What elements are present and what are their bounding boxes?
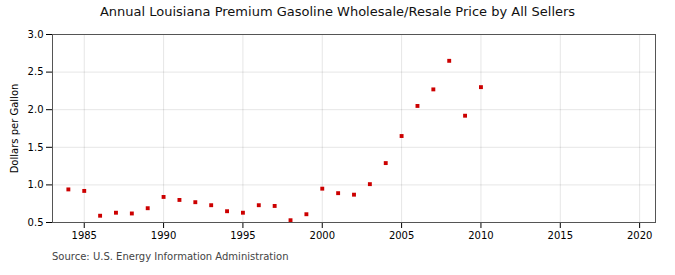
svg-text:1985: 1985 <box>72 230 97 241</box>
svg-text:2000: 2000 <box>310 230 335 241</box>
svg-text:0.5: 0.5 <box>28 217 44 228</box>
svg-text:1990: 1990 <box>151 230 176 241</box>
svg-text:2.5: 2.5 <box>28 66 44 77</box>
svg-text:2015: 2015 <box>548 230 573 241</box>
svg-text:1.5: 1.5 <box>28 142 44 153</box>
svg-text:2.0: 2.0 <box>28 104 44 115</box>
svg-text:3.0: 3.0 <box>28 29 44 40</box>
svg-text:Dollars per Gallon: Dollars per Gallon <box>9 84 20 174</box>
svg-text:1995: 1995 <box>230 230 255 241</box>
html-text:Source: U.S. Energy Informatio: Source: U.S. Energy Information Administ… <box>52 251 289 262</box>
svg-text:1.0: 1.0 <box>28 179 44 190</box>
svg-text:2005: 2005 <box>389 230 414 241</box>
html-text:Annual Louisiana Premium Gasol: Annual Louisiana Premium Gasoline Wholes… <box>99 4 576 19</box>
svg-text:2010: 2010 <box>468 230 493 241</box>
svg-text:2020: 2020 <box>627 230 652 241</box>
